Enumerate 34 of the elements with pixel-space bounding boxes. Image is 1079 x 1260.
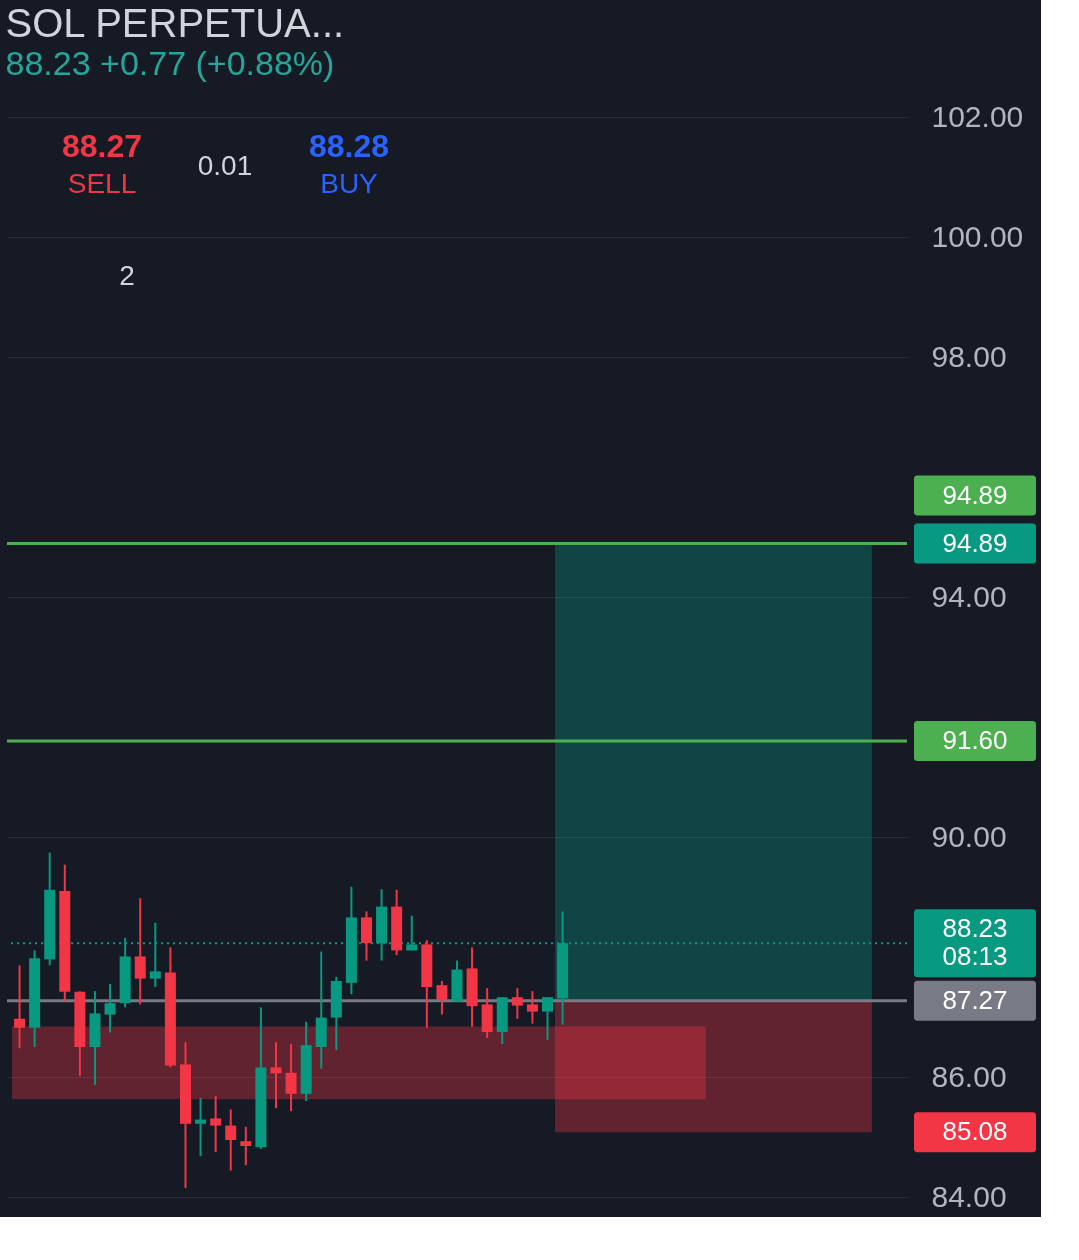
candlestick xyxy=(542,996,554,1041)
chart-subtitle: 88.23 +0.77 (+0.88%) xyxy=(5,44,335,82)
ref-line-label: 87.27 xyxy=(942,984,1008,1015)
chart-title: SOL PERPETUA... xyxy=(5,1,345,45)
y-tick-label: 86.00 xyxy=(931,1059,1007,1093)
y-tick-label: 84.00 xyxy=(931,1179,1007,1213)
annotation: 0.01 xyxy=(197,150,253,181)
candlestick xyxy=(270,1041,282,1110)
candlestick xyxy=(240,1125,252,1167)
annotation: BUY xyxy=(320,168,379,199)
y-tick-label: 98.00 xyxy=(931,339,1007,373)
y-tick-label: 100.00 xyxy=(931,219,1024,253)
candlestick xyxy=(285,1043,297,1113)
ref-line-label: 88.23 08:13 xyxy=(942,913,1008,972)
candlestick xyxy=(134,897,146,1006)
band-label: 85.08 xyxy=(942,1116,1008,1147)
ref-line-label: 94.89 xyxy=(942,479,1008,510)
y-tick-label: 94.00 xyxy=(931,579,1007,613)
y-tick-label: 90.00 xyxy=(931,819,1007,853)
annotation: 88.27 xyxy=(61,128,143,164)
annotation: 88.28 xyxy=(308,128,390,164)
annotation: 2 xyxy=(119,260,135,291)
candlestick xyxy=(511,987,523,1020)
annotation: SELL xyxy=(67,168,137,199)
candlestick xyxy=(436,980,448,1016)
y-tick-label: 102.00 xyxy=(931,99,1024,133)
candlestick xyxy=(526,990,538,1025)
candlestick xyxy=(195,1097,207,1158)
candlestick xyxy=(210,1095,222,1153)
band-label: 94.89 xyxy=(942,527,1008,558)
candlestick xyxy=(225,1108,237,1172)
candlestick xyxy=(14,964,26,1050)
ref-line-label: 91.60 xyxy=(942,725,1008,755)
candlestick xyxy=(104,983,116,1034)
